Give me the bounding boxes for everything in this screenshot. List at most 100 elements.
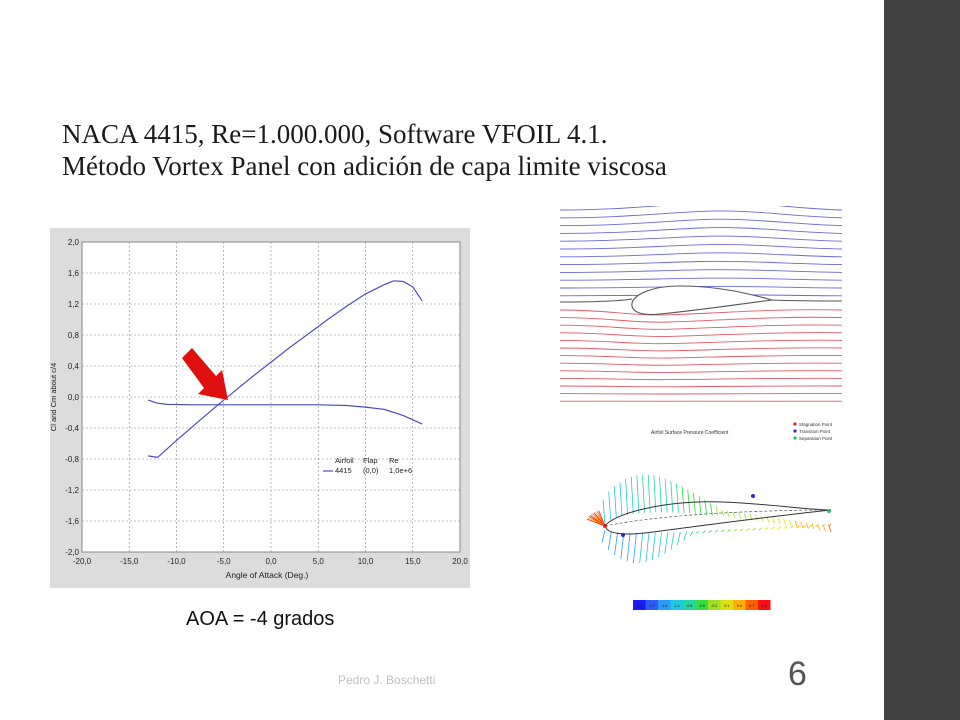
upper-streamline [559,244,843,250]
y-tick-label: -0,8 [65,455,79,464]
title-line-2: Método Vortex Panel con adición de capa … [62,151,667,181]
cp-upper-vector [642,474,645,513]
upper-streamline [559,201,843,211]
separation-point-icon [827,509,831,513]
lower-streamline [559,362,843,366]
cp-svg: Airfoil Surface Pressure Coefficient Sta… [586,422,833,610]
scale-label: -0.2 [711,604,717,608]
dividing-streamline [559,298,843,303]
cp-upper-vector [822,525,826,532]
page-number: 6 [788,655,807,693]
lower-streamline [559,309,843,316]
cp-upper-vector [698,496,702,515]
cp-upper-vector [630,476,634,515]
cp-lower-vector [802,525,807,528]
cp-lower-vector [601,529,606,543]
cp-lower-vector [639,532,644,564]
title-line-1: NACA 4415, Re=1.000.000, Software VFOIL … [62,119,608,149]
x-tick-label: -10,0 [167,557,186,566]
legend-value: 1,0e+6 [389,466,412,475]
cp-upper-vector [693,492,696,514]
cp-upper-vector [800,521,804,528]
transition-point-icon [751,494,755,498]
cp-lower-vector [727,529,731,532]
cp-upper-vector [721,509,725,517]
legend-header: Flap [363,456,378,465]
aoa-label: AOA = -4 grados [186,608,335,630]
cp-lower-vector [651,532,656,561]
y-axis-label: Cl and Cm about c/4 [50,363,58,431]
cp-lower-vector [702,530,706,534]
cp-title: Airfoil Surface Pressure Coefficient [651,430,729,436]
cp-lower-vector [689,531,694,537]
cp-lower-vector [783,526,788,529]
cp-upper-vector [636,475,640,514]
cp-upper-vector [602,499,606,525]
y-tick-label: 0,4 [68,362,80,371]
x-tick-label: 15,0 [405,557,421,566]
cp-lower-vector [752,527,756,531]
scale-swatch [745,600,758,610]
scale-label: -1.7 [649,604,655,608]
scale-swatch [670,600,683,610]
cp-upper-vector [625,479,628,515]
cp-upper-vector [738,512,741,519]
cp-lower-vector [695,530,700,534]
upper-streamline [559,260,843,266]
scale-swatch [683,600,696,610]
cp-upper-vector [732,511,736,518]
cp-upper-vector [794,520,798,527]
scale-swatch [658,600,671,610]
y-tick-label: 0,8 [68,331,80,340]
x-tick-label: -15,0 [120,557,139,566]
red-arrow-icon [182,348,228,400]
scale-label: 0.7 [749,604,754,608]
cp-upper-vector [608,491,612,520]
cp-upper-vector [681,486,685,513]
cp-legend-transition: Transition Point [799,429,831,434]
cp-upper-vector [647,474,651,513]
cp-lower-vector [821,524,825,527]
scale-swatch [720,600,733,610]
legend-header: Airfoil [335,456,354,465]
lower-streamline [559,347,843,352]
cp-upper-vector [755,514,758,521]
y-tick-label: -1,6 [65,517,79,526]
scale-swatch [758,600,771,610]
cp-lower-vector [714,529,719,533]
cp-upper-vector [828,525,832,533]
cp-lower-vector [676,531,681,546]
legend-value: (0,0) [363,466,379,475]
scale-label: -1.4 [661,604,667,608]
y-tick-label: -1,2 [65,486,79,495]
lower-streamline [559,332,843,337]
cp-color-scale: -2.0 -1.7 -1.4 -1.1 -0.8 -0.5 -0.2 0.1 0.4 0.7 1.0 [633,600,771,610]
cp-lower-vector [645,532,650,563]
cl-cm-chart: -20,0 -15,0 -10,0 -5,0 0,0 5,0 10,0 15,0 20,0 2,0… [50,228,470,588]
cp-airfoil-drawing [586,474,832,564]
x-tick-label: 5,0 [313,557,325,566]
cp-lower-vector [815,524,819,528]
cp-upper-vector [726,510,730,518]
separation-dot-icon [793,436,797,440]
footer-author: Pedro J. Boschetti [338,673,436,687]
series-line-cl [148,280,423,459]
scale-swatch [733,600,746,610]
airfoil-outline [631,285,773,316]
upper-streamline [559,227,843,234]
cp-upper-vector [783,518,787,526]
cp-lower-vector [777,526,781,530]
cp-lower-vector [790,525,794,529]
cp-lower-vector [670,532,675,550]
cp-stagnation-vector [586,518,606,527]
upper-streamline [559,277,843,281]
slide-title: NACA 4415, Re=1.000.000, Software VFOIL … [62,118,862,182]
cp-lower-vector [771,526,775,530]
lower-streamline [559,370,843,373]
cp-lower-vector [683,531,687,541]
cp-legend-separation: Separation Point [799,436,833,441]
cp-upper-vector [772,517,775,524]
scale-label: -0.5 [699,604,705,608]
cp-lower-vector [664,532,669,554]
x-tick-label: 20,0 [452,557,468,566]
